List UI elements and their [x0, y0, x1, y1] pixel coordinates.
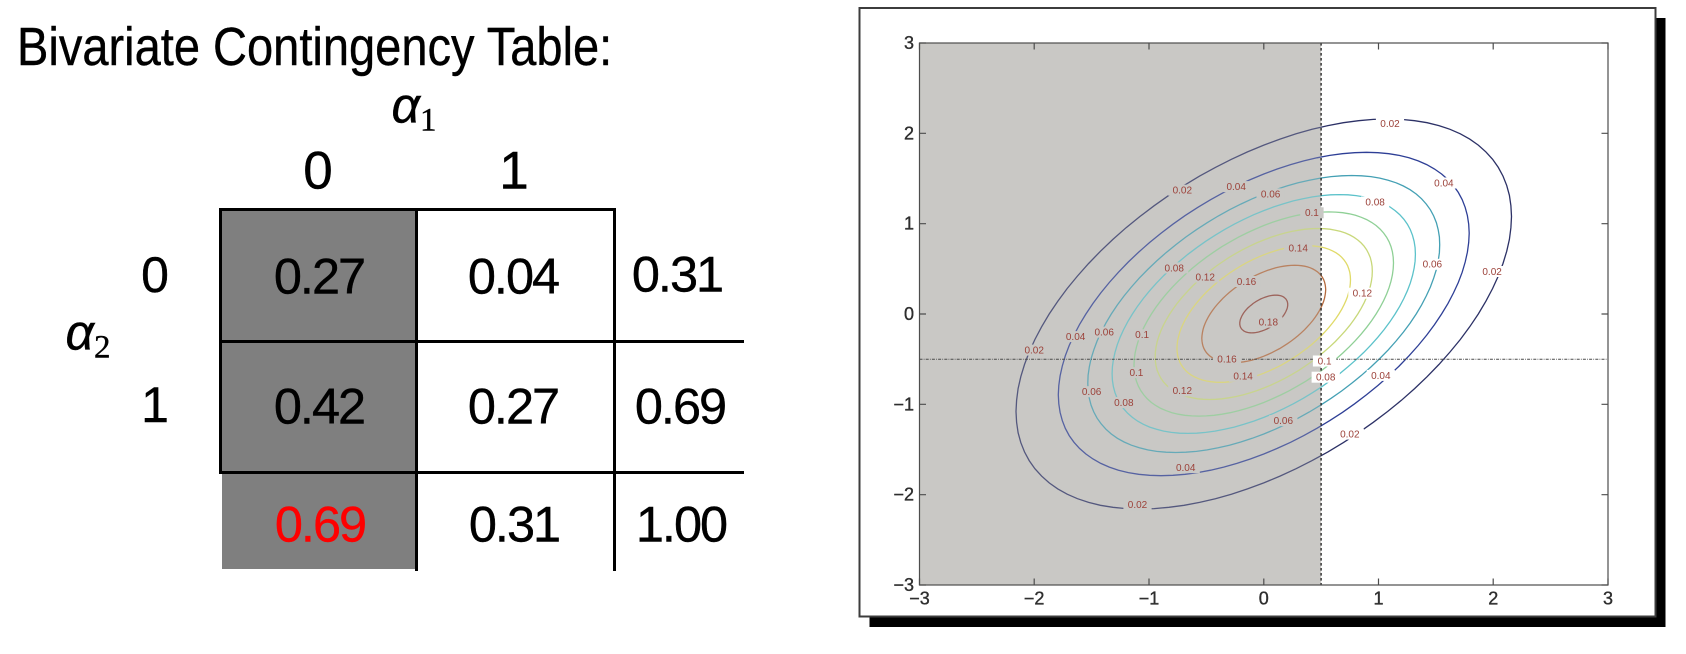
svg-text:0.08: 0.08	[1164, 263, 1184, 274]
svg-text:0.08: 0.08	[1365, 197, 1385, 208]
svg-text:0.06: 0.06	[1423, 260, 1443, 271]
svg-text:0.1: 0.1	[1318, 356, 1332, 367]
svg-text:1: 1	[904, 214, 914, 234]
svg-text:0.12: 0.12	[1173, 386, 1193, 397]
svg-text:1: 1	[1373, 589, 1383, 609]
svg-text:0.02: 0.02	[1173, 186, 1193, 197]
svg-text:0.12: 0.12	[1195, 272, 1215, 283]
svg-text:0.1: 0.1	[1305, 208, 1319, 219]
svg-text:0.02: 0.02	[1024, 346, 1044, 357]
svg-text:0.14: 0.14	[1288, 244, 1308, 255]
svg-text:0.06: 0.06	[1261, 189, 1281, 200]
svg-text:−1: −1	[1139, 589, 1160, 609]
svg-text:0.06: 0.06	[1082, 387, 1102, 398]
svg-text:0.08: 0.08	[1114, 398, 1134, 409]
svg-text:3: 3	[1603, 589, 1613, 609]
svg-text:2: 2	[1488, 589, 1498, 609]
svg-text:0.04: 0.04	[1434, 178, 1454, 189]
svg-text:0.08: 0.08	[1316, 373, 1336, 384]
svg-text:0.04: 0.04	[1176, 463, 1196, 474]
svg-text:0.04: 0.04	[1066, 332, 1086, 343]
svg-text:0.14: 0.14	[1233, 372, 1253, 383]
svg-text:−2: −2	[1024, 589, 1045, 609]
svg-text:−3: −3	[909, 589, 930, 609]
svg-text:0.04: 0.04	[1371, 371, 1391, 382]
svg-text:0.06: 0.06	[1274, 416, 1294, 427]
svg-text:0: 0	[1259, 589, 1269, 609]
svg-text:0.04: 0.04	[1226, 182, 1246, 193]
svg-text:0: 0	[904, 304, 914, 324]
svg-text:0.1: 0.1	[1129, 368, 1143, 379]
svg-text:0.02: 0.02	[1128, 500, 1148, 511]
svg-text:0.1: 0.1	[1135, 330, 1149, 341]
svg-text:−3: −3	[893, 575, 914, 595]
svg-text:0.06: 0.06	[1094, 328, 1114, 339]
svg-text:2: 2	[904, 123, 914, 143]
svg-text:−2: −2	[893, 485, 914, 505]
svg-text:3: 3	[904, 33, 914, 53]
svg-text:0.02: 0.02	[1340, 430, 1360, 441]
svg-text:0.16: 0.16	[1217, 355, 1237, 366]
svg-text:0.02: 0.02	[1482, 267, 1502, 278]
svg-text:−1: −1	[893, 394, 914, 414]
svg-text:0.16: 0.16	[1237, 277, 1257, 288]
svg-text:0.02: 0.02	[1380, 119, 1400, 130]
svg-text:0.12: 0.12	[1353, 289, 1373, 300]
svg-text:0.18: 0.18	[1259, 318, 1279, 329]
